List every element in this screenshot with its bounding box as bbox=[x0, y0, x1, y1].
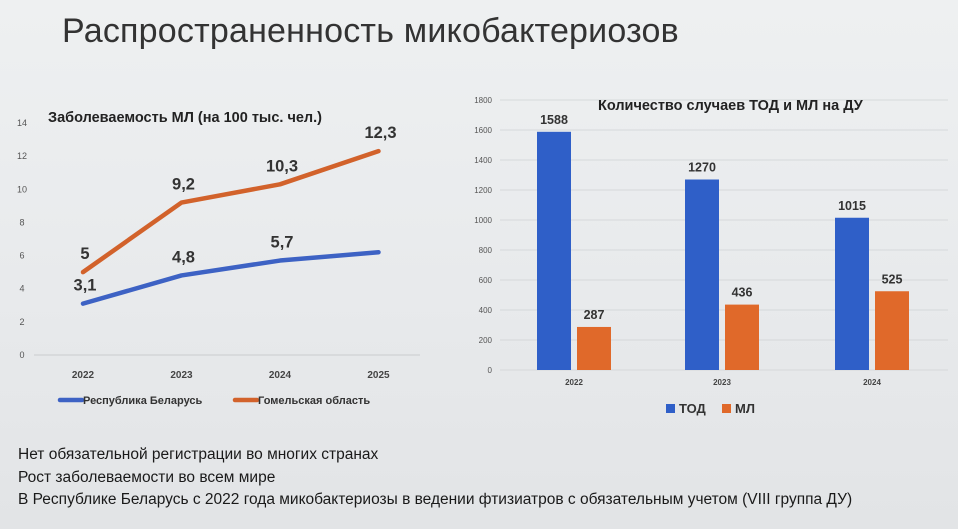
line-y-tick-label: 8 bbox=[19, 217, 24, 227]
bar-y-tick-label: 1200 bbox=[474, 186, 492, 195]
line-data-label: 9,2 bbox=[172, 176, 195, 194]
line-y-tick-label: 4 bbox=[19, 284, 24, 294]
bar-tod bbox=[685, 179, 719, 370]
line-x-tick-label: 2023 bbox=[170, 370, 193, 381]
notes: Нет обязательной регистрации во многих с… bbox=[18, 444, 852, 512]
bar-x-tick-label: 2024 bbox=[863, 378, 881, 387]
bar-y-tick-label: 1600 bbox=[474, 126, 492, 135]
bar-y-tick-label: 1400 bbox=[474, 156, 492, 165]
bar-tod bbox=[835, 217, 869, 370]
bar-data-label: 1270 bbox=[688, 161, 716, 175]
line-x-tick-label: 2025 bbox=[367, 370, 390, 381]
bar-y-tick-label: 200 bbox=[479, 336, 493, 345]
bar-x-tick-label: 2023 bbox=[713, 378, 731, 387]
bar-legend-swatch bbox=[666, 404, 675, 413]
note-line: Рост заболеваемости во всем мире bbox=[18, 468, 276, 486]
line-legend-label: Республика Беларусь bbox=[83, 395, 203, 407]
bar-y-tick-label: 0 bbox=[488, 366, 493, 375]
line-chart-title: Заболеваемость МЛ (на 100 тыс. чел.) bbox=[48, 110, 322, 126]
line-y-tick-label: 12 bbox=[17, 151, 27, 161]
bar-data-label: 436 bbox=[732, 286, 753, 300]
line-data-label: 5 bbox=[80, 245, 89, 263]
line-legend-label: Гомельская область bbox=[258, 395, 370, 407]
bar-ml bbox=[725, 304, 759, 370]
line-data-label: 10,3 bbox=[266, 157, 298, 175]
line-series-1 bbox=[80, 250, 381, 306]
line-y-tick-label: 14 bbox=[17, 118, 27, 128]
note-line: В Республике Беларусь с 2022 года микоба… bbox=[18, 491, 853, 508]
bar-y-tick-label: 600 bbox=[479, 276, 493, 285]
bar-x-tick-label: 2022 bbox=[565, 378, 583, 387]
line-data-label: 5,7 bbox=[271, 234, 294, 252]
line-x-tick-label: 2024 bbox=[269, 370, 292, 381]
line-data-label: 12,3 bbox=[364, 124, 396, 142]
bar-tod bbox=[537, 131, 571, 370]
line-y-tick-label: 2 bbox=[19, 317, 24, 327]
bar-y-tick-label: 400 bbox=[479, 306, 493, 315]
line-data-label: 3,1 bbox=[74, 277, 97, 295]
line-y-tick-label: 6 bbox=[19, 251, 24, 261]
bar-data-label: 1015 bbox=[838, 199, 866, 213]
line-series-2 bbox=[80, 148, 381, 275]
line-x-tick-label: 2022 bbox=[72, 370, 95, 381]
bar-y-tick-label: 800 bbox=[479, 246, 493, 255]
slide-title: Распространенность микобактериозов bbox=[62, 12, 679, 50]
bar-data-label: 525 bbox=[882, 272, 903, 286]
note-line: Нет обязательной регистрации во многих с… bbox=[18, 446, 379, 463]
bar-legend-label: ТОД bbox=[679, 401, 707, 416]
bar-y-tick-label: 1800 bbox=[474, 96, 492, 105]
bar-chart-title: Количество случаев ТОД и МЛ на ДУ bbox=[598, 98, 864, 114]
bar-ml bbox=[577, 326, 611, 370]
bar-legend-label: МЛ bbox=[735, 401, 755, 416]
bar-data-label: 287 bbox=[584, 308, 605, 322]
bar-data-label: 1588 bbox=[540, 113, 568, 127]
line-data-label: 4,8 bbox=[172, 248, 195, 266]
bar-legend-swatch bbox=[722, 404, 731, 413]
line-y-tick-label: 10 bbox=[17, 184, 27, 194]
incidence-line-chart: Заболеваемость МЛ (на 100 тыс. чел.) 0 2 4… bbox=[17, 110, 420, 407]
bar-y-tick-label: 1000 bbox=[474, 216, 492, 225]
cases-bar-chart: 0 200 400 600 800 1000 1200 1400 1600 1800 Количе… bbox=[474, 96, 948, 416]
line-y-tick-label: 0 bbox=[19, 350, 24, 360]
bar-ml bbox=[875, 291, 909, 370]
